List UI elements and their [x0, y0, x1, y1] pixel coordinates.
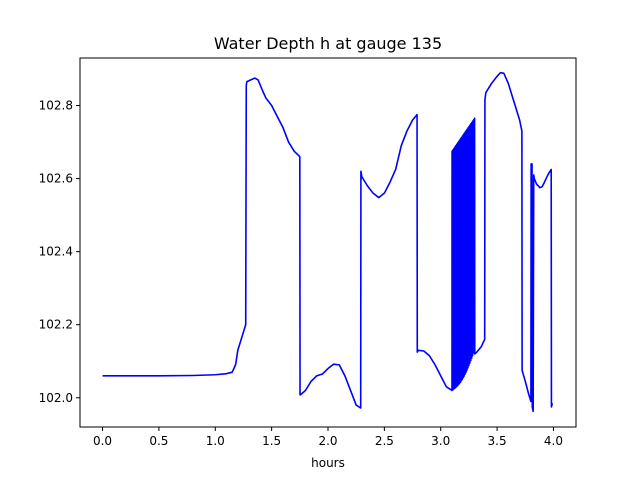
x-tick-label: 2.0: [318, 434, 337, 448]
x-tick-label: 1.5: [262, 434, 281, 448]
y-tick-label: 102.4: [39, 245, 73, 259]
x-axis-label: hours: [311, 456, 345, 470]
x-axis: 0.0 0.5 1.0 1.5 2.0 2.5 3.0 3.5 4.0: [93, 427, 563, 448]
plot-frame: [79, 57, 577, 428]
x-tick-label: 4.0: [544, 434, 563, 448]
y-tick-label: 102.2: [39, 318, 73, 332]
y-tick-label: 102.0: [39, 391, 73, 405]
series-line: [102, 71, 554, 413]
x-tick-label: 3.5: [488, 434, 507, 448]
y-tick-label: 102.8: [39, 98, 73, 112]
chart-title: Water Depth h at gauge 135: [214, 34, 442, 53]
plot-area: [102, 71, 554, 413]
x-tick-label: 0.0: [93, 434, 112, 448]
x-tick-label: 3.0: [431, 434, 450, 448]
y-tick-label: 102.6: [39, 172, 73, 186]
x-tick-label: 2.5: [375, 434, 394, 448]
x-tick-label: 0.5: [149, 434, 168, 448]
y-axis: 102.0 102.2 102.4 102.6 102.8: [39, 98, 80, 405]
x-tick-label: 1.0: [206, 434, 225, 448]
